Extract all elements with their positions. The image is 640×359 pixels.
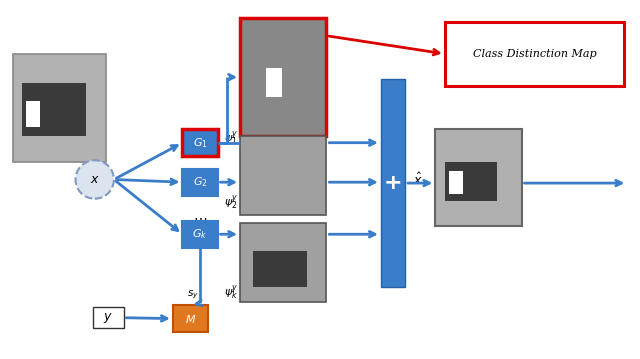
Text: $\psi_k^y$: $\psi_k^y$ bbox=[223, 284, 238, 302]
Bar bbox=[449, 171, 463, 194]
Text: $y$: $y$ bbox=[103, 311, 113, 325]
Text: $\hat{x}$: $\hat{x}$ bbox=[413, 172, 422, 187]
Bar bbox=[182, 169, 218, 196]
Bar bbox=[381, 79, 405, 287]
Text: +: + bbox=[383, 173, 403, 193]
Bar bbox=[26, 101, 40, 127]
Text: $G_1$: $G_1$ bbox=[193, 136, 207, 150]
Text: $s_y$: $s_y$ bbox=[188, 289, 199, 301]
Text: Class Distinction Map: Class Distinction Map bbox=[472, 49, 596, 59]
Bar bbox=[173, 305, 208, 332]
Text: $\cdots$: $\cdots$ bbox=[193, 210, 207, 224]
Bar bbox=[435, 129, 522, 226]
Bar bbox=[266, 68, 282, 97]
Text: $G_k$: $G_k$ bbox=[192, 227, 208, 241]
Text: $\psi_2^y$: $\psi_2^y$ bbox=[223, 194, 238, 212]
Bar bbox=[240, 223, 326, 302]
Text: $\psi_1^y$: $\psi_1^y$ bbox=[223, 130, 238, 148]
Bar bbox=[182, 129, 218, 156]
Bar bbox=[445, 162, 497, 201]
Text: $M$: $M$ bbox=[185, 313, 196, 325]
Ellipse shape bbox=[76, 160, 114, 199]
Bar bbox=[13, 54, 106, 162]
Bar bbox=[22, 83, 86, 136]
Bar bbox=[253, 251, 307, 287]
Bar bbox=[445, 22, 624, 86]
Bar bbox=[93, 307, 124, 328]
Text: $G_2$: $G_2$ bbox=[193, 175, 207, 189]
Bar bbox=[182, 221, 218, 248]
Text: $x$: $x$ bbox=[90, 173, 100, 186]
Bar bbox=[240, 136, 326, 215]
Bar bbox=[240, 18, 326, 136]
